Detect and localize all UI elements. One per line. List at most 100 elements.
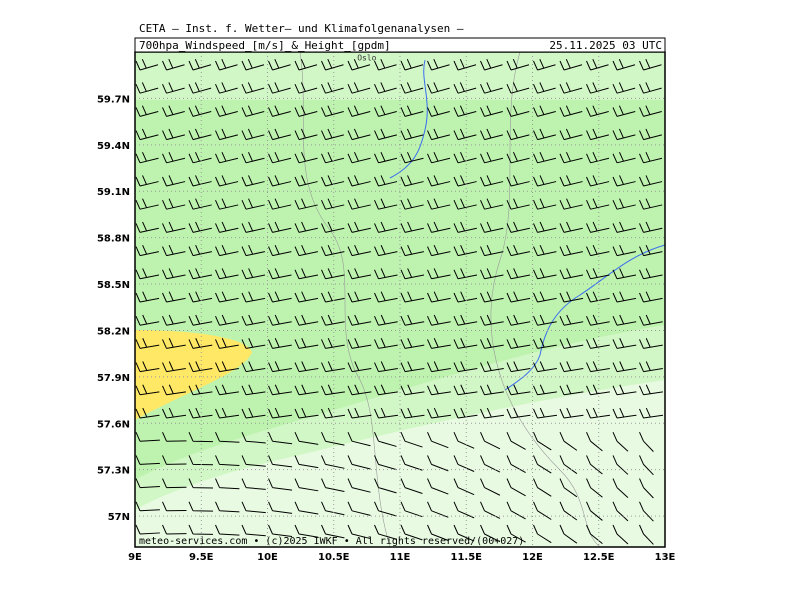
- wind-barb: [559, 151, 583, 164]
- wind-barb: [374, 384, 398, 396]
- wind-barb: [294, 151, 318, 164]
- wind-barb: [135, 524, 160, 535]
- wind-barb: [480, 524, 501, 543]
- wind-barb: [162, 245, 186, 257]
- wind-barb: [533, 407, 558, 419]
- wind-barb: [241, 268, 266, 280]
- wind-barb: [586, 151, 610, 164]
- wind-barb: [135, 478, 160, 489]
- wind-barb: [453, 314, 478, 326]
- wind-barb: [533, 268, 557, 280]
- wind-barb: [400, 524, 423, 541]
- wind-barb: [427, 82, 450, 94]
- wind-barb: [533, 151, 557, 164]
- wind-barb: [480, 245, 504, 257]
- wind-barb: [427, 105, 450, 117]
- wind-barb: [188, 175, 212, 187]
- coastline: [299, 51, 601, 548]
- wind-barb: [480, 198, 504, 210]
- wind-barb: [241, 431, 266, 444]
- wind-barb: [559, 175, 583, 187]
- wind-barb: [453, 128, 477, 141]
- wind-barb: [586, 314, 610, 326]
- wind-barb: [188, 455, 213, 466]
- wind-barb: [347, 407, 372, 419]
- wind-barb: [559, 105, 583, 117]
- wind-barb: [612, 478, 629, 499]
- wind-barb: [639, 478, 654, 499]
- wind-barb: [135, 361, 160, 373]
- wind-barb: [215, 198, 239, 210]
- wind-barb: [321, 268, 345, 280]
- wind-barb: [347, 361, 372, 373]
- wind-barb: [215, 291, 239, 303]
- wind-barb: [639, 501, 654, 522]
- wind-barb: [215, 151, 239, 164]
- wind-barb: [268, 455, 293, 468]
- wind-barb: [586, 455, 603, 475]
- wind-barb: [506, 431, 526, 450]
- wind-barb: [612, 151, 636, 164]
- wind-barb: [215, 455, 240, 466]
- x-tick-label: 9.5E: [189, 552, 214, 563]
- wind-barb: [215, 268, 239, 280]
- wind-barb: [506, 268, 531, 280]
- river: [504, 244, 666, 391]
- wind-barb: [268, 524, 293, 538]
- wind-barb: [586, 105, 609, 117]
- wind-barb: [639, 384, 663, 396]
- wind-barb: [268, 151, 292, 164]
- wind-barb: [294, 338, 319, 349]
- wind-barb: [347, 524, 371, 540]
- wind-barb: [612, 501, 629, 522]
- wind-barb: [453, 268, 478, 280]
- wind-barb: [215, 431, 240, 443]
- wind-barb: [162, 407, 187, 419]
- wind-barb: [586, 128, 609, 141]
- wind-barb: [533, 105, 556, 117]
- wind-barb: [135, 198, 159, 210]
- wind-barb: [639, 105, 662, 117]
- wind-barb: [453, 291, 478, 303]
- wind-barb: [453, 175, 477, 187]
- wind-barb: [453, 221, 477, 233]
- wind-barb: [400, 128, 424, 141]
- wind-barb: [374, 221, 398, 233]
- wind-barb: [162, 338, 186, 349]
- wind-barb: [612, 314, 637, 326]
- wind-barb: [374, 128, 397, 141]
- wind-barb: [427, 407, 452, 419]
- wind-barb: [506, 314, 531, 326]
- wind-barb: [612, 524, 629, 545]
- wind-barb: [135, 384, 160, 396]
- wind-barb: [162, 314, 186, 326]
- wind-barb: [188, 501, 213, 512]
- wind-barb: [506, 151, 530, 164]
- wind-barb: [347, 384, 372, 396]
- wind-barb: [533, 455, 552, 474]
- wind-barb: [533, 361, 557, 373]
- y-tick-label: 57.9N: [97, 373, 130, 384]
- wind-barb: [559, 128, 583, 141]
- wind-barb: [268, 198, 292, 210]
- wind-barb: [400, 431, 423, 448]
- wind-barb: [241, 291, 266, 303]
- wind-barb: [135, 221, 159, 233]
- wind-barb: [506, 338, 531, 349]
- x-tick-label: 10.5E: [318, 552, 350, 563]
- wind-barb: [400, 314, 425, 326]
- wind-barb: [294, 221, 318, 233]
- wind-barb: [135, 407, 160, 419]
- wind-barb: [347, 151, 371, 164]
- wind-barb: [268, 268, 292, 280]
- wind-barb: [612, 291, 637, 303]
- wind-barb: [400, 198, 424, 210]
- wind-barb: [427, 524, 449, 541]
- wind-barb: [427, 128, 450, 141]
- wind-barb: [586, 221, 610, 233]
- wind-barb: [321, 361, 345, 373]
- wind-barb: [586, 501, 603, 521]
- wind-barb: [559, 361, 584, 373]
- y-tick-label: 59.7N: [97, 94, 130, 105]
- wind-barb: [268, 384, 292, 396]
